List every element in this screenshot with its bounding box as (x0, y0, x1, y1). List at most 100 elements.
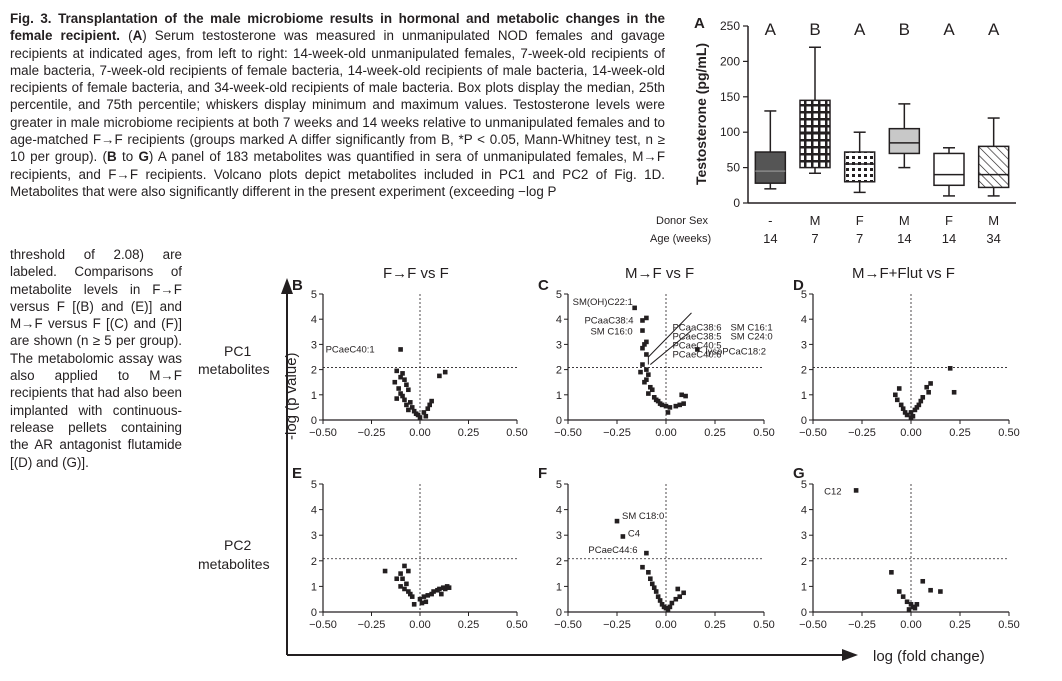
data-point (677, 402, 683, 408)
data-point (912, 407, 918, 413)
volcano-xtick-label: −0.25 (848, 427, 876, 439)
data-point (400, 393, 405, 399)
data-point (442, 586, 448, 592)
data-point (437, 373, 442, 379)
data-point (648, 576, 653, 582)
data-point (409, 405, 415, 410)
data-point (651, 395, 657, 400)
data-point (435, 587, 440, 593)
volcano-xtick-label: 0.25 (704, 427, 725, 439)
panel-letter: C (538, 277, 549, 294)
data-point (394, 576, 400, 582)
data-point (906, 607, 912, 612)
data-point (392, 379, 398, 385)
data-point (398, 584, 403, 589)
volcano-ytick-label: 0 (801, 607, 807, 619)
data-point (620, 534, 626, 539)
data-point (681, 401, 686, 406)
volcano-ytick-label: 5 (801, 289, 807, 301)
volcano-ytick-label: 5 (556, 289, 562, 301)
figure-caption: Fig. 3. Transplantation of the male micr… (10, 10, 665, 200)
data-point (394, 396, 400, 401)
volcano-ytick-label: 3 (311, 530, 317, 542)
data-point (663, 605, 669, 611)
figure-title: Transplantation of the male microbiome r… (10, 11, 665, 44)
data-point (910, 413, 916, 419)
panel-a-boxplot: A Testosterone (pg/mL) Donor Sex Age (we… (650, 15, 1016, 246)
label-leader-line (647, 312, 692, 365)
panel-a-ytick-label: 150 (720, 90, 740, 104)
volcano-ytick-label: 0 (801, 415, 807, 427)
data-point (408, 591, 413, 597)
data-point (640, 564, 645, 570)
figure-caption-continued: threshold of 2.08) are labeled. Comparis… (10, 247, 182, 470)
data-point (396, 386, 401, 391)
data-point (404, 581, 409, 587)
data-point (679, 392, 684, 398)
panel-a-ytick-label: 200 (720, 54, 740, 68)
donor-sex-label: Donor Sex (656, 215, 708, 227)
data-point (677, 594, 683, 599)
data-point (408, 400, 413, 405)
data-point (918, 398, 924, 404)
data-point (659, 402, 665, 408)
panel-a-ylabel: Testosterone (pg/mL) (693, 43, 709, 185)
data-point (681, 590, 686, 596)
group-significance-letter: B (899, 20, 910, 39)
volcano-panel-c: C 0 1 2 3 4 5 −0.50 −0.25 0.00 0.25 0.50 SM(OH)C22:1… (538, 277, 775, 439)
data-point (896, 386, 902, 391)
data-point (908, 415, 914, 420)
volcano-ytick-label: 3 (801, 339, 807, 351)
data-point (440, 585, 446, 590)
group-significance-letter: B (809, 20, 820, 39)
data-point (427, 402, 432, 408)
data-point (411, 408, 417, 414)
data-point (904, 599, 910, 605)
data-point (400, 576, 405, 582)
metabolite-label: PCaeC44:6 (588, 545, 637, 556)
row2-label-pc: PC2 (224, 537, 251, 553)
data-point (642, 379, 647, 385)
data-point (417, 596, 423, 602)
volcano-ytick-label: 5 (801, 479, 807, 491)
volcano-xtick-label: 0.00 (409, 427, 430, 439)
volcano-ytick-label: 1 (556, 581, 562, 593)
data-point (644, 315, 649, 321)
data-point (415, 412, 421, 418)
volcano-panel-g: G 0 1 2 3 4 5 −0.50 −0.25 0.00 0.25 0.50 C12 (793, 465, 1020, 631)
data-point (446, 585, 452, 590)
data-point (642, 342, 647, 347)
data-point (640, 345, 645, 351)
data-point (653, 589, 659, 594)
volcano-xtick-label: 0.00 (900, 427, 921, 439)
age-value: 7 (856, 231, 863, 246)
data-point (429, 398, 434, 404)
donor-sex-value: M (899, 213, 910, 228)
data-point (947, 366, 953, 371)
volcano-ytick-label: 4 (311, 314, 317, 326)
data-point (853, 488, 859, 493)
data-point (413, 411, 419, 416)
volcano-ytick-label: 0 (556, 415, 562, 427)
metabolite-label: PCaeC40:6 (672, 350, 721, 361)
data-point (644, 352, 649, 357)
volcano-xtick-label: 0.50 (753, 427, 774, 439)
data-point (896, 589, 902, 594)
volcano-ytick-label: 4 (801, 314, 807, 326)
volcano-ytick-label: 3 (311, 339, 317, 351)
metabolite-label: C12 (824, 486, 841, 497)
data-point (920, 578, 926, 584)
metabolite-label: PCaeC40:1 (326, 344, 375, 355)
data-point (646, 570, 651, 575)
data-point (417, 415, 423, 420)
data-point (402, 377, 407, 382)
volcano-ytick-label: 3 (801, 530, 807, 542)
data-point (644, 339, 649, 345)
volcano-ytick-label: 3 (556, 530, 562, 542)
age-value: 14 (942, 231, 956, 246)
data-point (644, 367, 649, 372)
panel-letter: E (292, 465, 302, 482)
volcano-xtick-label: 0.00 (900, 619, 921, 631)
volcano-xtick-label: 0.25 (704, 619, 725, 631)
volcano-ytick-label: 1 (311, 390, 317, 402)
